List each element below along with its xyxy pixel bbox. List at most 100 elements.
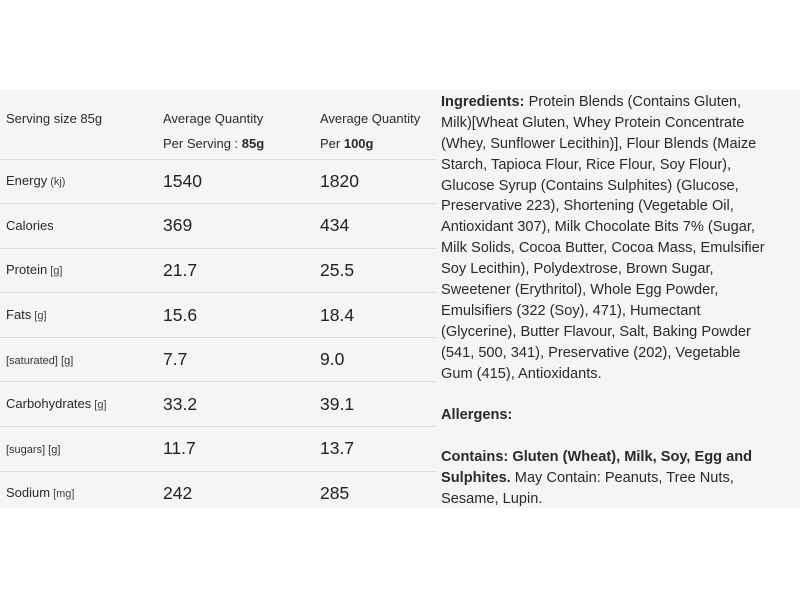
ingredients-section: Ingredients: Protein Blends (Contains Gl… [441,92,800,510]
per-100g-value: 1820 [320,170,359,191]
per-serving-cell: 7.7 [157,337,314,383]
row-label: [sugars] [g] [0,426,157,472]
nutrient-unit: [g] [34,310,47,323]
per-serving-cell: 369 [157,203,314,249]
per-serving-amount: 85g [241,136,265,151]
per-100g-cell: 13.7 [314,426,436,472]
per-100g-value: 18.4 [320,304,355,325]
per-100g-title: Average Quantity [320,111,421,126]
table-row: [sugars] [g] 11.7 13.7 [0,426,436,472]
per-serving-value: 1540 [163,170,202,191]
allergens-contains: Contains: Gluten (Wheat), Milk, Soy, Egg… [441,449,753,466]
nutrient-unit: [g] [94,399,107,412]
ingredients-line: (541, 500, 341), Preservative (202), Veg… [441,344,741,361]
row-label: Carbohydrates [g] [0,381,157,428]
per-100g-cell: 1820 [314,159,436,205]
nutrient-unit: [g] [50,265,63,278]
per-serving-cell: 11.7 [157,426,314,472]
nutrient-name: Protein [6,262,48,278]
per-serving-value: 242 [163,482,193,503]
table-row: Protein [g] 21.7 25.5 [0,248,436,294]
per-serving-cell: 1540 [157,159,314,205]
row-label: [saturated] [g] [0,337,157,383]
per-100g-cell: 434 [314,203,436,249]
per-serving-value: 7.7 [163,349,188,370]
spacer [441,384,800,405]
allergens-line: Sulphites. May Contain: Peanuts, Tree Nu… [441,468,800,489]
per-serving-cell: 242 [157,471,314,515]
ingredients-line: Glucose Syrup (Contains Sulphites) (Gluc… [441,177,739,194]
table-row: Sodium [mg] 242 285 [0,471,436,515]
per-100g-subtitle: Per 100g [320,131,436,156]
row-label: Sodium [mg] [0,471,157,515]
nutrient-name: [saturated] [g] [6,354,74,367]
nutrient-name: Sodium [6,485,51,501]
allergens-line: Allergens: [441,405,800,426]
row-label: Protein [g] [0,248,157,294]
per-serving-value: 21.7 [163,259,198,280]
allergens-heading: Allergens: [441,407,513,424]
per-100g-cell: 18.4 [314,292,436,338]
per-100g-cell: 39.1 [314,381,436,428]
per-serving-subtitle: Per Serving : 85g [163,131,314,156]
per-serving-prefix: Per Serving : [163,136,242,151]
per-serving-cell: 21.7 [157,248,314,294]
ingredients-line: Preservative 223), Shortening (Vegetable… [441,198,734,215]
ingredients-line: Antioxidant 307), Milk Chocolate Bits 7%… [441,219,755,236]
per-serving-title: Average Quantity [163,111,264,126]
serving-size-cell: Serving size 85g [0,90,157,160]
nutrition-table: Serving size 85g Average Quantity Per Se… [0,90,436,515]
per-100g-value: 13.7 [320,438,355,459]
nutrient-name: [sugars] [g] [6,443,61,456]
table-row: [saturated] [g] 7.7 9.0 [0,337,436,383]
ingredients-heading: Ingredients: [441,94,525,110]
allergens-may-contain: May Contain: Peanuts, Tree Nuts, [510,470,734,487]
per-100g-value: 9.0 [320,349,345,370]
nutrient-unit: (kj) [50,176,66,189]
table-row: Fats [g] 15.6 18.4 [0,292,436,338]
table-row: Energy (kj) 1540 1820 [0,159,436,205]
nutrient-name: Calories [6,217,54,233]
per-100g-value: 25.5 [320,259,355,280]
ingredients-line: Soy Lecithin), Polydextrose, Brown Sugar… [441,261,714,278]
serving-size-label: Serving size 85g [6,111,103,126]
ingredients-text: Protein Blends (Contains Gluten, [524,94,742,110]
ingredients-line: Starch, Tapioca Flour, Rice Flour, Soy F… [441,156,732,173]
nutrition-header-row: Serving size 85g Average Quantity Per Se… [0,90,436,160]
per-100g-value: 285 [320,482,350,503]
per-100g-amount: 100g [343,136,374,151]
allergens-contains-end: Sulphites. [441,470,511,487]
allergens-line: Sesame, Lupin. [441,490,543,507]
per-100g-prefix: Per [320,136,344,151]
per-serving-value: 11.7 [163,438,196,459]
spacer [441,426,800,447]
allergens-line: Contains: Gluten (Wheat), Milk, Soy, Egg… [441,447,800,468]
per-100g-value: 39.1 [320,393,355,414]
ingredients-line: Emulsifiers (322 (Soy), 471), Humectant [441,302,701,319]
ingredients-line: (Glycerine), Butter Flavour, Salt, Bakin… [441,323,751,340]
per-serving-value: 369 [163,215,193,236]
per-100g-cell: 285 [314,471,436,515]
table-row: Carbohydrates [g] 33.2 39.1 [0,381,436,428]
per-100g-header: Average Quantity Per 100g [314,90,436,160]
per-serving-value: 15.6 [163,304,198,325]
ingredients-line: (Whey, Sunflower Lecithin)], Flour Blend… [441,135,757,152]
ingredients-line: Milk)[Wheat Gluten, Whey Protein Concent… [441,114,745,131]
row-label: Energy (kj) [0,159,157,205]
ingredients-line: Gum (415), Antioxidants. [441,365,602,382]
per-serving-cell: 15.6 [157,292,314,338]
per-serving-cell: 33.2 [157,381,314,428]
nutrient-name: Energy [6,173,48,189]
ingredients-line: Sweetener (Erythritol), Whole Egg Powder… [441,282,719,299]
ingredients-line: Milk Solids, Cocoa Butter, Cocoa Mass, E… [441,240,765,257]
nutrient-name: Fats [6,307,32,323]
ingredients-line: Ingredients: Protein Blends (Contains Gl… [441,92,800,113]
per-100g-cell: 25.5 [314,248,436,294]
per-100g-cell: 9.0 [314,337,436,383]
nutrient-name: Carbohydrates [6,396,92,412]
per-serving-header: Average Quantity Per Serving : 85g [157,90,314,160]
nutrient-unit: [mg] [53,488,75,501]
per-serving-value: 33.2 [163,393,198,414]
per-100g-value: 434 [320,215,350,236]
row-label: Calories [0,203,157,249]
